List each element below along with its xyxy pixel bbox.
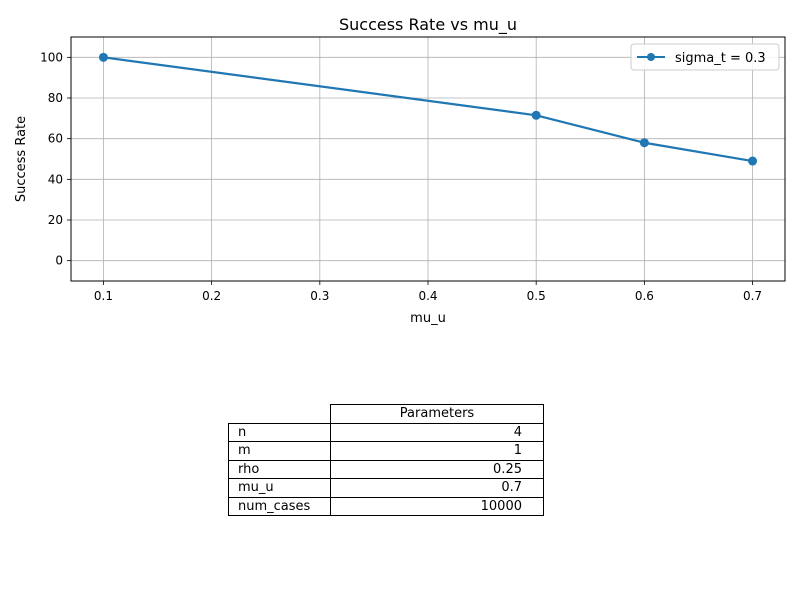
table-row-value: 0.25 [330, 459, 544, 479]
data-point [639, 138, 649, 148]
table-header: Parameters [330, 404, 544, 424]
table-row-key: num_cases [228, 496, 331, 516]
legend: sigma_t = 0.3 [630, 43, 780, 71]
table-row-value: 4 [330, 422, 544, 442]
grid [71, 37, 785, 281]
x-axis-label: mu_u [410, 311, 446, 326]
x-tick-label: 0.5 [527, 289, 546, 303]
legend-label: sigma_t = 0.3 [675, 51, 766, 66]
table-row-key: n [228, 422, 331, 442]
data-point [98, 52, 108, 62]
x-tick-label: 0.1 [94, 289, 113, 303]
data-point [531, 110, 541, 120]
series-line [103, 56, 753, 163]
table-row-key: m [228, 441, 331, 461]
y-tick-label: 0 [55, 254, 63, 268]
table-corner [229, 405, 331, 424]
y-tick-label: 60 [48, 132, 63, 146]
legend-box [630, 43, 780, 71]
y-tick-label: 80 [48, 91, 63, 105]
parameters-table: Parameters n 4 m 1 rho 0.25 mu_u 0.7 num… [228, 404, 544, 516]
table-row-value: 10000 [330, 496, 544, 516]
table-row-key: rho [228, 459, 331, 479]
table-header-row: Parameters [229, 404, 544, 424]
legend-marker [647, 53, 655, 61]
table-row: mu_u 0.7 [228, 478, 544, 498]
table-row-value: 1 [330, 441, 544, 461]
table-row: num_cases 10000 [228, 496, 544, 516]
table-row: n 4 [228, 422, 544, 442]
y-tick-label: 40 [48, 172, 63, 186]
y-tick-label: 20 [48, 213, 63, 227]
plot-area-frame [70, 36, 786, 282]
series-layer [98, 52, 758, 166]
x-tick-label: 0.6 [635, 289, 654, 303]
chart-title: Success Rate vs mu_u [339, 15, 517, 35]
x-tick-label: 0.4 [418, 289, 437, 303]
x-tick-label: 0.7 [743, 289, 762, 303]
table-row: rho 0.25 [228, 459, 544, 479]
table-row-key: mu_u [228, 478, 331, 498]
data-point [748, 156, 758, 166]
y-tick-label: 100 [40, 50, 63, 64]
table-row-value: 0.7 [330, 478, 544, 498]
table-row: m 1 [228, 441, 544, 461]
y-axis-label: Success Rate [14, 116, 29, 202]
x-tick-label: 0.2 [202, 289, 221, 303]
axis-ticks: 0.1 0.2 0.3 0.4 0.5 0.6 0.7 0 20 40 60 80 100 [40, 50, 762, 303]
x-tick-label: 0.3 [310, 289, 329, 303]
